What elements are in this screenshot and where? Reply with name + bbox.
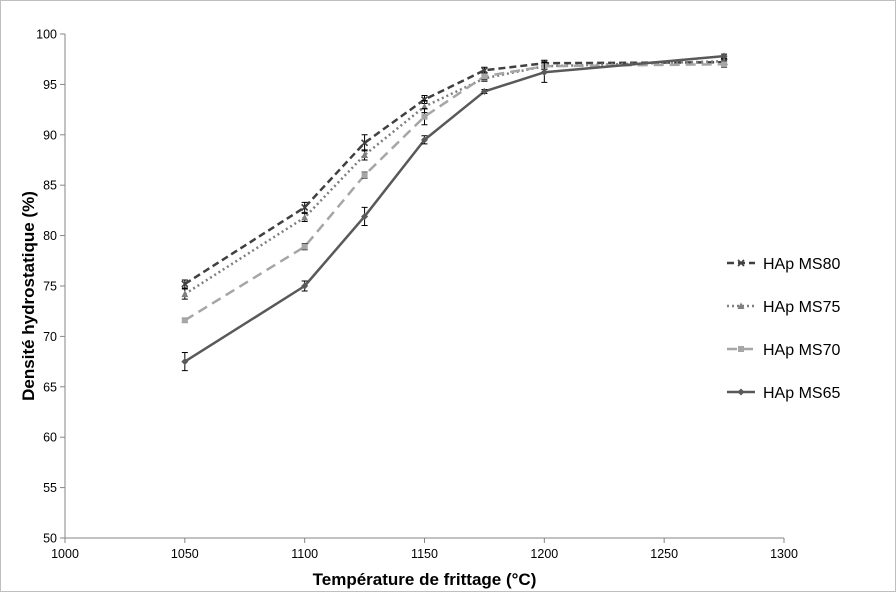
data-point (181, 290, 189, 298)
y-tick-label: 100 (36, 28, 57, 42)
data-point (540, 68, 548, 76)
x-tick-label: 1150 (411, 547, 438, 561)
data-point (361, 139, 369, 147)
legend-item: HAp MS80 (727, 256, 840, 273)
legend-label: HAp MS65 (763, 385, 840, 402)
data-point (301, 203, 309, 211)
y-tick-label: 80 (43, 229, 57, 243)
data-point (301, 282, 309, 290)
legend-label: HAp MS70 (763, 342, 840, 359)
data-point (481, 73, 488, 80)
legend-label: HAp MS75 (763, 299, 840, 316)
data-point (301, 243, 308, 250)
data-point (421, 103, 428, 110)
series-line (184, 54, 725, 363)
y-tick-label: 90 (43, 128, 57, 142)
y-tick-label: 50 (43, 532, 57, 546)
data-point (181, 317, 188, 324)
y-tick-label: 75 (43, 280, 57, 294)
legend-marker (738, 346, 744, 352)
legend-marker (737, 388, 745, 396)
y-tick-label: 55 (43, 481, 57, 495)
legend-label: HAp MS80 (763, 256, 840, 273)
legend: HAp MS80 HAp MS75 HAp MS70 HAp MS65 (727, 256, 840, 402)
data-point (181, 280, 189, 288)
y-tick-labels: 50 55 60 65 70 75 80 85 90 95 100 (36, 28, 65, 546)
legend-marker (737, 302, 745, 309)
x-tick-label: 1100 (291, 547, 318, 561)
x-tick-labels: 1000 1050 1100 1150 1200 1250 1300 (51, 538, 798, 561)
data-point (480, 87, 488, 95)
data-point (181, 358, 189, 366)
y-tick-label: 85 (43, 179, 57, 193)
y-axis-title: Densité hydrostatique (%) (19, 191, 38, 401)
x-tick-label: 1000 (51, 547, 79, 561)
series-hap-ms75 (181, 57, 728, 300)
y-tick-label: 95 (43, 78, 57, 92)
legend-item: HAp MS65 (727, 385, 840, 402)
legend-item: HAp MS75 (727, 299, 840, 316)
data-point (361, 172, 368, 179)
y-tick-label: 70 (43, 330, 57, 344)
legend-marker (737, 259, 745, 267)
data-point (480, 66, 488, 74)
series-hap-ms70 (181, 60, 728, 324)
data-point (361, 212, 369, 220)
data-point (421, 136, 428, 144)
data-point (420, 95, 429, 104)
x-tick-label: 1300 (770, 547, 798, 561)
legend-item: HAp MS70 (727, 342, 840, 359)
series-line (184, 62, 725, 322)
series-hap-ms80 (181, 58, 728, 289)
x-tick-label: 1250 (650, 547, 678, 561)
data-point (421, 113, 428, 120)
y-tick-label: 65 (43, 380, 57, 394)
data-point (361, 151, 369, 158)
data-point (301, 213, 309, 221)
x-axis-title: Température de frittage (°C) (313, 570, 537, 589)
data-point (720, 52, 728, 60)
data-point (721, 61, 728, 68)
x-tick-label: 1050 (171, 547, 199, 561)
series-layer (181, 52, 728, 372)
y-tick-label: 60 (43, 431, 57, 445)
x-tick-label: 1200 (530, 547, 558, 561)
series-hap-ms65 (181, 52, 728, 372)
